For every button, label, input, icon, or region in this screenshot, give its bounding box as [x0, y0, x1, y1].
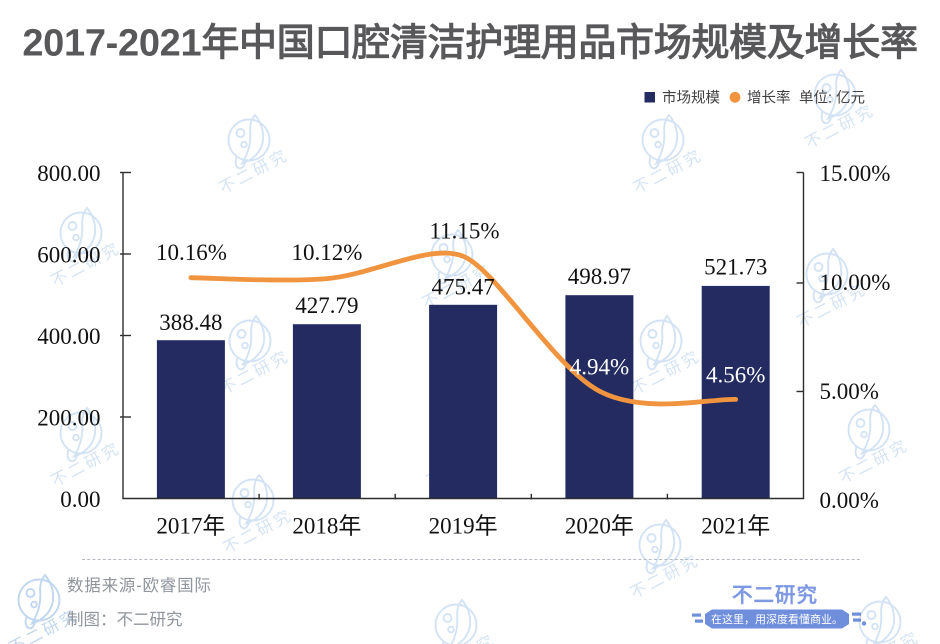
- svg-text:制图：不二研究: 制图：不二研究: [67, 610, 183, 629]
- svg-text:0.00%: 0.00%: [820, 488, 879, 513]
- svg-text:2018年: 2018年: [292, 513, 361, 538]
- svg-text:15.00%: 15.00%: [820, 161, 891, 186]
- svg-text:2020年: 2020年: [565, 513, 634, 538]
- svg-text:不二研究: 不二研究: [732, 583, 818, 607]
- svg-text:10.00%: 10.00%: [820, 270, 891, 295]
- svg-text:600.00: 600.00: [37, 243, 100, 268]
- svg-text:在这里，用深度看懂商业。: 在这里，用深度看懂商业。: [711, 612, 843, 626]
- svg-text:4.94%: 4.94%: [570, 355, 629, 380]
- svg-text:427.79: 427.79: [295, 293, 358, 318]
- svg-text:400.00: 400.00: [37, 324, 100, 349]
- svg-text:11.15%: 11.15%: [429, 219, 499, 244]
- svg-text:388.48: 388.48: [159, 310, 222, 335]
- svg-text:2017年: 2017年: [156, 513, 225, 538]
- svg-text:200.00: 200.00: [37, 405, 100, 430]
- svg-text:5.00%: 5.00%: [820, 379, 879, 404]
- svg-text:4.56%: 4.56%: [706, 363, 765, 388]
- svg-text:475.47: 475.47: [431, 274, 494, 299]
- svg-text:800.00: 800.00: [37, 161, 100, 186]
- svg-text:2017-2021年中国口腔清洁护理用品市场规模及增长率: 2017-2021年中国口腔清洁护理用品市场规模及增长率: [22, 23, 917, 65]
- svg-text:增长率: 增长率: [747, 89, 791, 106]
- svg-text:521.73: 521.73: [704, 255, 767, 280]
- svg-text:0.00: 0.00: [60, 487, 100, 512]
- svg-text:数据来源-欧睿国际: 数据来源-欧睿国际: [67, 576, 212, 595]
- svg-text:498.97: 498.97: [568, 264, 631, 289]
- svg-text:单位: 亿元: 单位: 亿元: [799, 89, 865, 106]
- svg-text:10.16%: 10.16%: [156, 240, 227, 265]
- svg-text:10.12%: 10.12%: [291, 240, 362, 265]
- svg-text:市场规模: 市场规模: [662, 89, 720, 106]
- svg-text:2019年: 2019年: [429, 513, 498, 538]
- svg-text:2021年: 2021年: [701, 513, 770, 538]
